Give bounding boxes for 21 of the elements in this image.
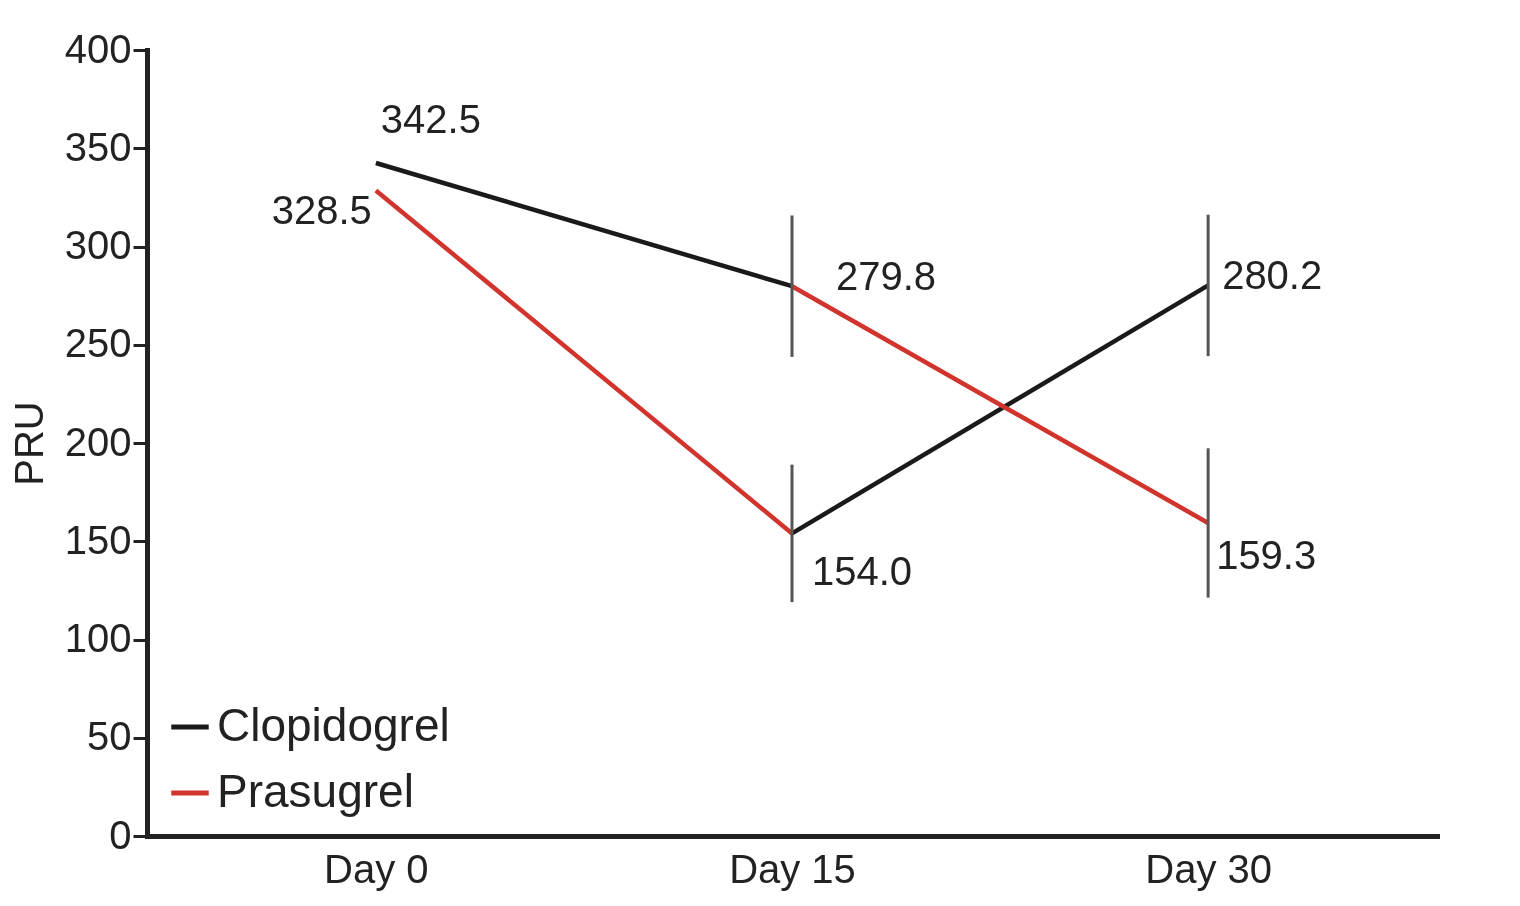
y-tick-label: 350 bbox=[64, 124, 132, 169]
data-label: 159.3 bbox=[1216, 532, 1317, 577]
data-label: 154.0 bbox=[812, 549, 913, 594]
legend-label: Clopidogrel bbox=[217, 699, 450, 751]
legend-label: Prasugrel bbox=[217, 765, 414, 817]
x-tick-label: Day 0 bbox=[324, 846, 429, 891]
y-tick-label: 400 bbox=[64, 26, 132, 71]
y-tick-label: 250 bbox=[64, 321, 132, 366]
y-axis-title: PRU bbox=[6, 401, 51, 486]
y-tick-label: 200 bbox=[64, 419, 132, 464]
x-tick-label: Day 15 bbox=[729, 846, 856, 891]
data-label: 280.2 bbox=[1222, 253, 1323, 298]
x-tick-label: Day 30 bbox=[1145, 846, 1272, 891]
y-tick-label: 150 bbox=[64, 517, 132, 562]
data-label: 328.5 bbox=[271, 188, 372, 233]
data-label: 279.8 bbox=[836, 254, 937, 299]
y-tick-label: 300 bbox=[64, 223, 132, 267]
y-tick-label: 100 bbox=[64, 616, 132, 660]
y-tick-label: 50 bbox=[87, 714, 132, 759]
data-label: 342.5 bbox=[380, 96, 481, 141]
y-tick-label: 0 bbox=[109, 812, 132, 857]
